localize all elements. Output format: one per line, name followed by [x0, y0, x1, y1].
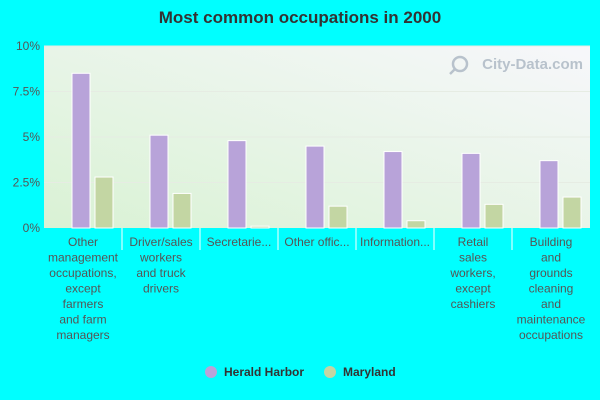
x-category-label: Driver/sales workers and truck drivers: [129, 235, 192, 296]
y-tick-label: 7.5%: [13, 85, 41, 99]
bar-maryland: [172, 192, 192, 229]
watermark: City-Data.com: [482, 56, 583, 73]
x-category-label: Building and grounds cleaning and maintenance…: [517, 235, 586, 342]
watermark-search-icon-handle: [449, 68, 456, 75]
bar-maryland: [562, 196, 582, 229]
y-tick-label: 0%: [23, 221, 41, 235]
x-category-label: Other management occupations, except farmers…: [48, 235, 119, 342]
y-tick-label: 2.5%: [13, 176, 41, 190]
x-category-label: Retail sales workers, except cashiers: [449, 235, 495, 311]
y-tick-label: 5%: [23, 130, 41, 144]
bar-herald-harbor: [71, 72, 91, 229]
bar-herald-harbor: [305, 145, 325, 229]
bar-herald-harbor: [461, 152, 481, 229]
watermark-search-icon: [451, 55, 469, 73]
bar-maryland: [94, 176, 114, 229]
bar-herald-harbor: [227, 140, 247, 229]
bar-maryland: [406, 220, 426, 229]
bar-herald-harbor: [383, 151, 403, 229]
x-category-label: Secretarie...: [207, 235, 272, 249]
legend-label: Herald Harbor: [224, 365, 304, 379]
legend-marker: [205, 366, 217, 378]
x-category-label: Other offic...: [284, 235, 349, 249]
bar-maryland: [328, 205, 348, 229]
x-category-label: Information...: [360, 235, 430, 249]
legend-marker: [324, 366, 336, 378]
chart-title: Most common occupations in 2000: [158, 8, 442, 27]
bar-herald-harbor: [539, 160, 559, 229]
y-tick-label: 10%: [16, 39, 40, 53]
legend-label: Maryland: [343, 365, 396, 379]
bar-maryland: [484, 203, 504, 229]
bar-herald-harbor: [149, 134, 169, 229]
bar-maryland: [250, 225, 270, 229]
